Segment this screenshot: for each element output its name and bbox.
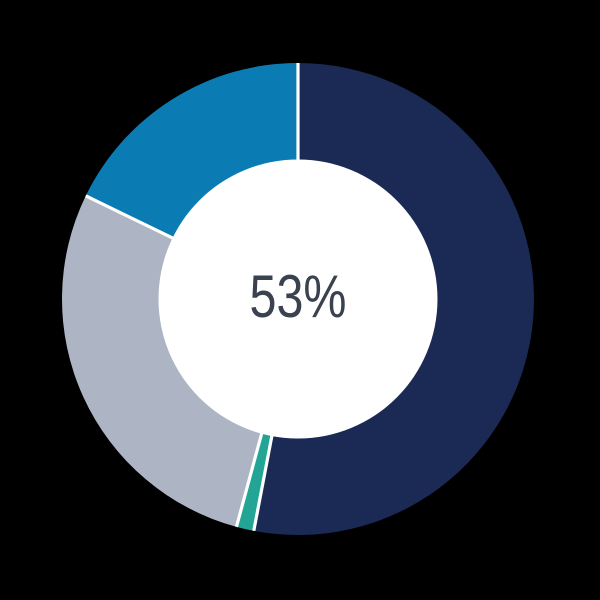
- svg-text:53%: 53%: [250, 263, 347, 330]
